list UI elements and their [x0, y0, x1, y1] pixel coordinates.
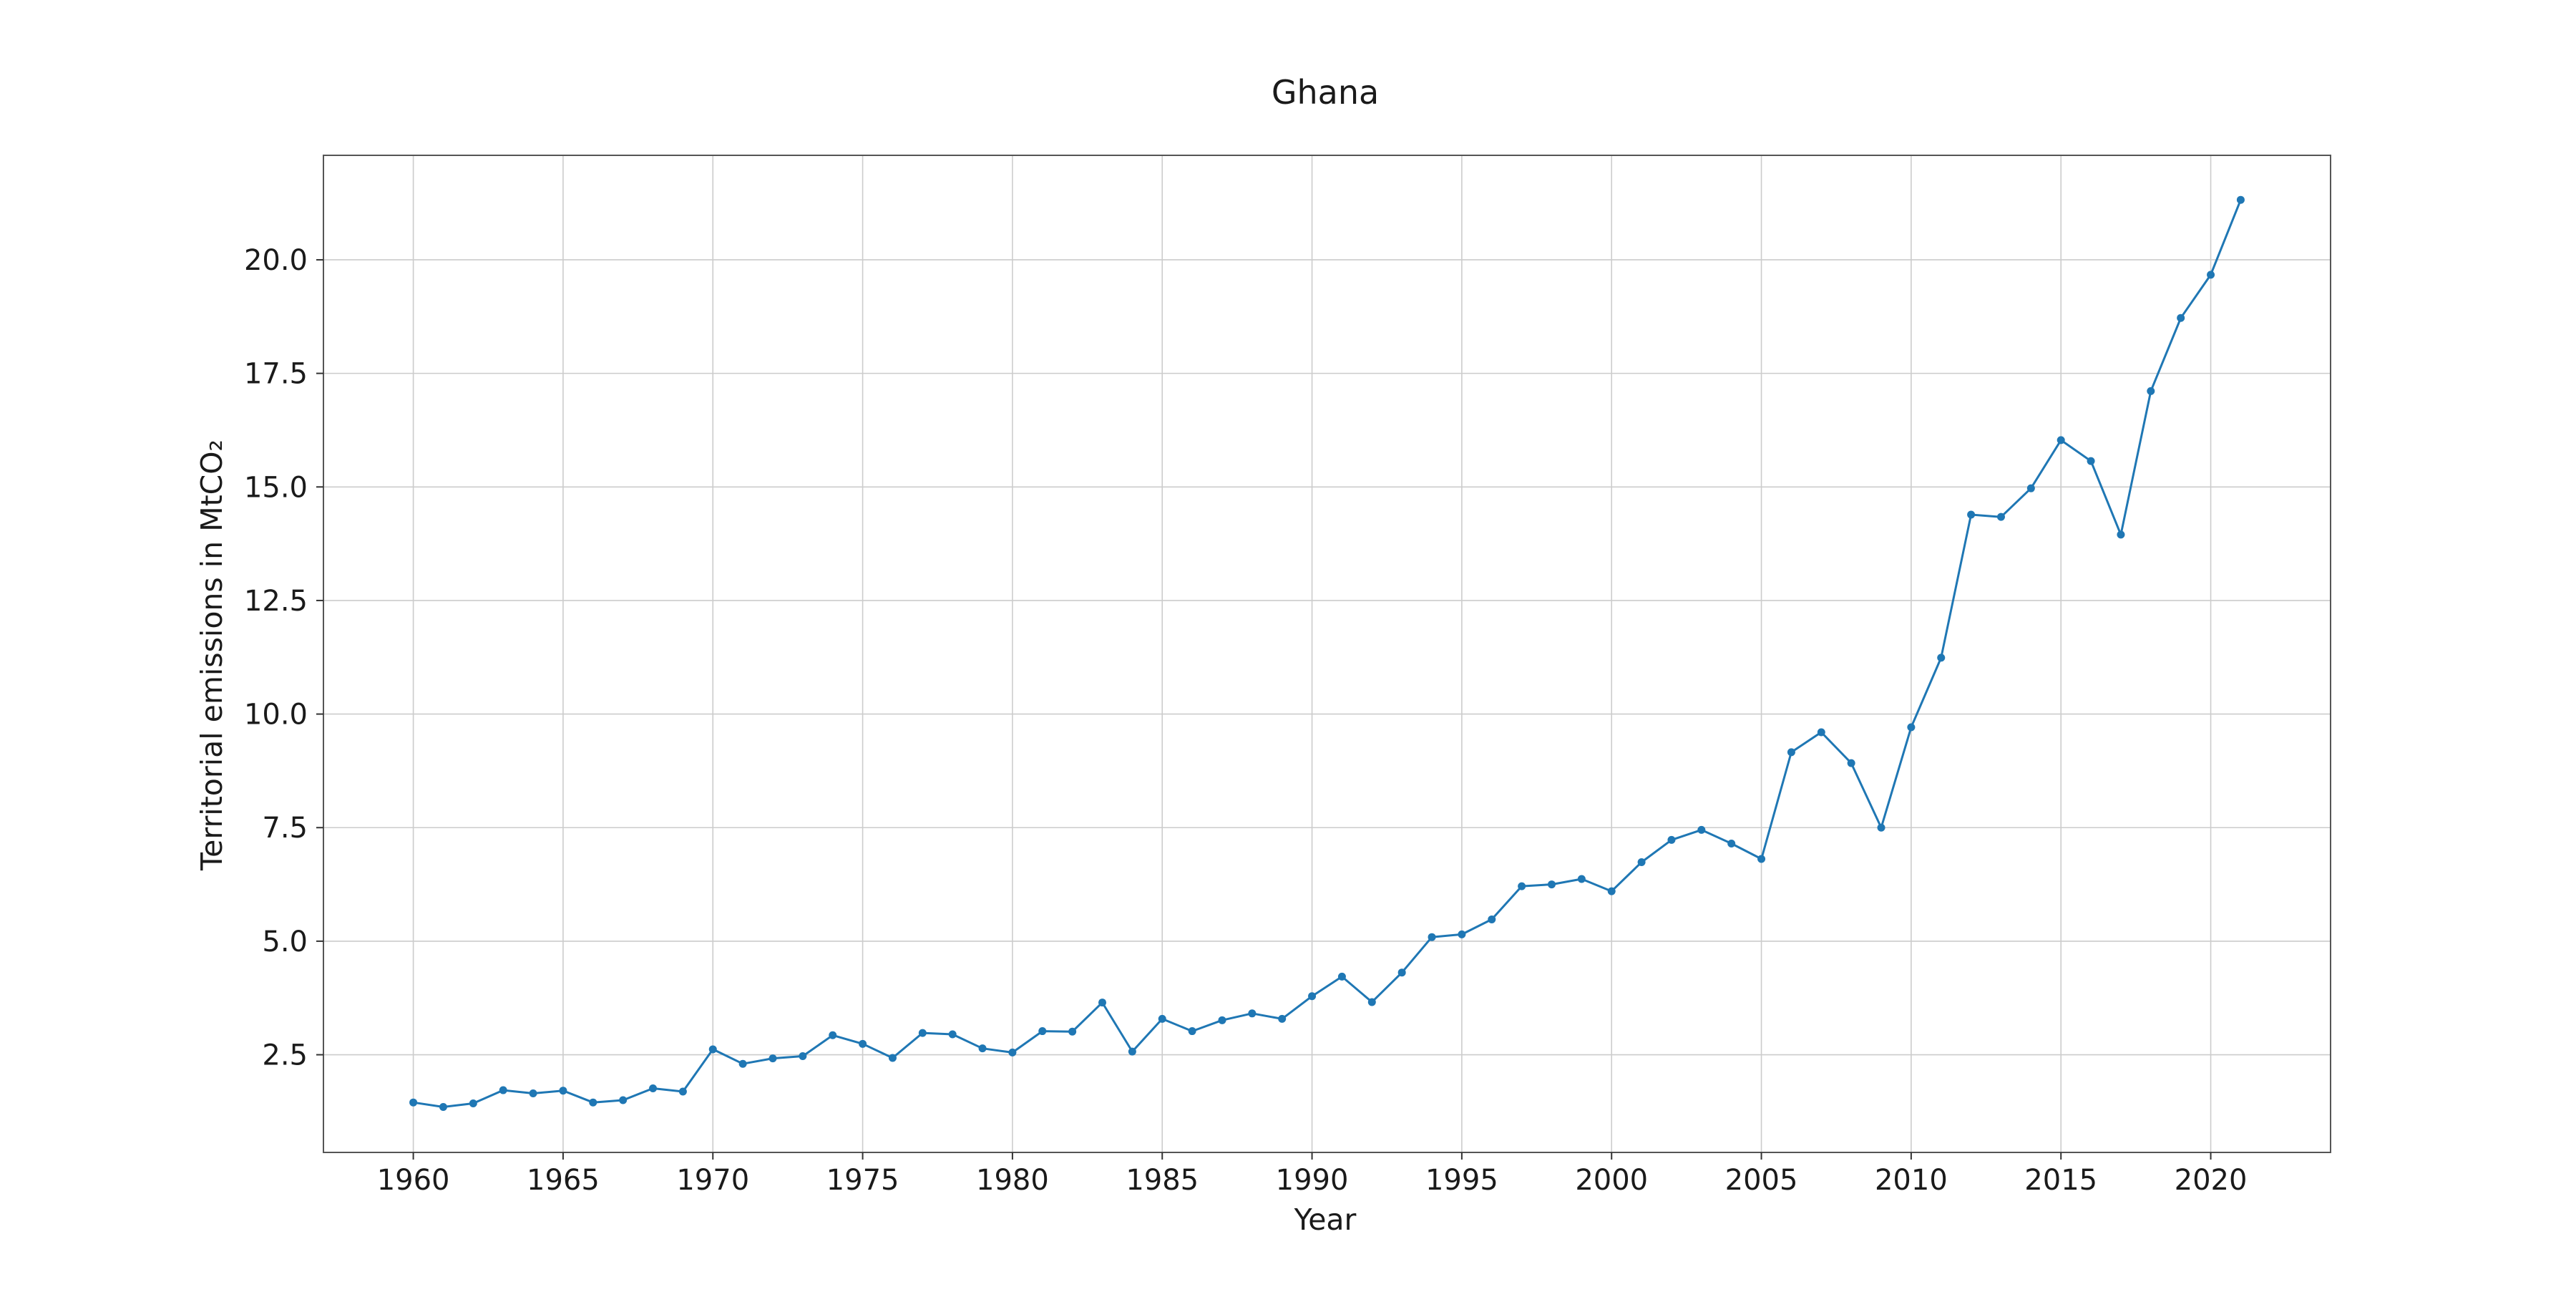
data-point [649, 1084, 658, 1093]
data-point [1128, 1047, 1136, 1056]
data-point [589, 1098, 597, 1107]
data-point [859, 1039, 867, 1048]
data-point [2236, 195, 2245, 204]
x-tick-label: 2005 [1725, 1164, 1798, 1197]
data-point [1727, 839, 1736, 847]
x-tick-label: 2020 [2175, 1164, 2248, 1197]
axis-ticks: 1960 1965 1970 1975 1980 1985 1990 1995 2000 2005… [244, 244, 2247, 1197]
data-point [1248, 1009, 1257, 1018]
data-point [1308, 992, 1317, 1001]
data-point [1278, 1014, 1287, 1023]
data-point [1397, 968, 1406, 977]
y-axis-label: Territorial emissions in MtCO₂ [195, 439, 229, 871]
data-point [799, 1051, 807, 1060]
y-tick-label: 10.0 [244, 699, 308, 732]
data-point [1068, 1027, 1077, 1036]
x-tick-label: 2010 [1875, 1164, 1948, 1197]
data-point [769, 1054, 777, 1063]
data-point [888, 1054, 897, 1062]
data-point [1996, 513, 2005, 521]
data-point [469, 1099, 477, 1107]
data-point [1937, 654, 1946, 662]
data-point [1577, 875, 1586, 883]
data-point [1098, 999, 1107, 1007]
data-point [439, 1103, 447, 1112]
data-point [1337, 972, 1346, 981]
y-tick-label: 15.0 [244, 471, 308, 504]
data-point [1188, 1027, 1196, 1036]
data-point [1218, 1016, 1226, 1024]
y-tick-label: 12.5 [244, 585, 308, 618]
data-point [2057, 436, 2065, 445]
x-tick-label: 1970 [676, 1164, 749, 1197]
data-point [1008, 1048, 1017, 1057]
plot-frame [323, 155, 2331, 1153]
data-points [409, 195, 2245, 1112]
data-point [1458, 930, 1466, 938]
data-point [1697, 825, 1706, 834]
x-tick-label: 1995 [1425, 1164, 1498, 1197]
data-point [1847, 759, 1855, 767]
data-point [2147, 387, 2155, 395]
y-tick-label: 5.0 [262, 926, 308, 958]
x-tick-label: 2000 [1575, 1164, 1648, 1197]
x-tick-label: 1965 [527, 1164, 600, 1197]
data-point [2026, 484, 2035, 492]
y-tick-label: 7.5 [262, 812, 308, 845]
x-axis-label: Year [1294, 1203, 1357, 1237]
data-point [1607, 887, 1616, 895]
data-point [708, 1045, 717, 1054]
data-point [1817, 728, 1825, 737]
data-point [1877, 823, 1885, 832]
data-point [978, 1044, 987, 1053]
y-tick-label: 2.5 [262, 1039, 308, 1072]
data-point [948, 1030, 957, 1039]
data-point [2207, 271, 2215, 279]
x-tick-label: 1985 [1126, 1164, 1199, 1197]
series-line [413, 199, 2242, 1108]
data-point [1038, 1027, 1047, 1036]
data-point [1547, 880, 1556, 889]
data-point [678, 1087, 687, 1096]
data-point [1367, 998, 1376, 1006]
data-point [1787, 748, 1795, 757]
data-point [2087, 457, 2095, 465]
data-point [619, 1096, 628, 1104]
chart-title: Ghana [1272, 73, 1379, 112]
y-tick-label: 20.0 [244, 244, 308, 277]
x-tick-label: 1990 [1276, 1164, 1349, 1197]
data-point [529, 1089, 537, 1097]
data-point [1757, 855, 1766, 863]
data-point [1637, 858, 1646, 866]
x-tick-label: 1975 [826, 1164, 899, 1197]
data-point [499, 1086, 507, 1094]
data-point [1488, 915, 1496, 923]
gridlines [323, 155, 2331, 1152]
data-point [1518, 882, 1526, 890]
data-point [1667, 835, 1676, 844]
x-tick-label: 2015 [2024, 1164, 2097, 1197]
data-point [738, 1059, 747, 1068]
data-point [829, 1031, 837, 1039]
data-point [2177, 314, 2185, 322]
data-point [1428, 933, 1436, 941]
x-tick-label: 1980 [976, 1164, 1049, 1197]
x-tick-label: 1960 [377, 1164, 450, 1197]
data-point [918, 1029, 927, 1037]
data-point [2117, 530, 2125, 539]
data-point [409, 1098, 418, 1107]
data-point [1967, 510, 1976, 519]
data-point [1907, 723, 1916, 732]
y-tick-label: 17.5 [244, 358, 308, 391]
data-point [1158, 1014, 1166, 1023]
data-point [559, 1087, 567, 1095]
